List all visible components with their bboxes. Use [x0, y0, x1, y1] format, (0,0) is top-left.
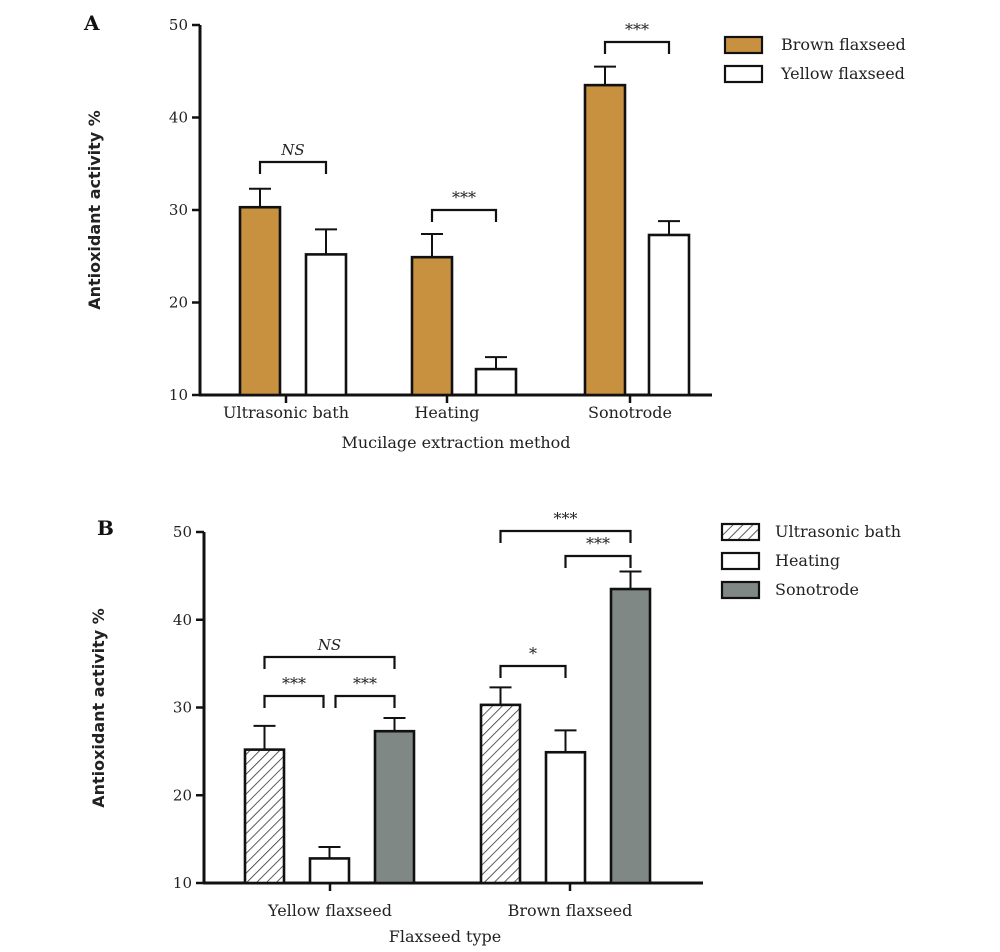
- panel-b-bar: [609, 587, 652, 885]
- panel-b-legend-label: Heating: [775, 551, 840, 570]
- panel-b-y-axis-title: Antioxidant activity %: [89, 608, 108, 808]
- panel-a-y-axis-title: Antioxidant activity %: [85, 110, 104, 310]
- panel-b-significance-label: ***: [282, 674, 306, 693]
- panel-a-legend-label: Brown flaxseed: [781, 35, 906, 54]
- panel-a-y-tick-label: 10: [169, 386, 188, 404]
- panel-b-y-tick-label: 40: [173, 611, 192, 629]
- panel-b-significance-label: ***: [554, 509, 578, 528]
- panel-b-significance-label: *: [529, 644, 537, 663]
- panel-b-significance-label: NS: [317, 636, 341, 654]
- panel-b-significance-bracket: [263, 655, 396, 669]
- panel-a-bar: [583, 83, 627, 397]
- panel-b-significance-label: ***: [353, 674, 377, 693]
- panel-b-bar: [479, 703, 522, 885]
- panel-b-bar: [373, 729, 416, 885]
- panel-a-marks: 10 20 30 40 50 Ultrasonic bath Heating Sonotrod…: [169, 16, 906, 422]
- panel-a-legend-label: Yellow flaxseed: [780, 64, 905, 83]
- panel-a-significance-label: ***: [625, 20, 649, 39]
- panel-b-marks: 10 20 30 40 50 Yellow flaxseed Brown flaxseed U…: [173, 509, 901, 920]
- panel-b-y-tick-label: 30: [173, 699, 192, 717]
- panel-a-bar: [238, 205, 282, 397]
- panel-label-a: A: [83, 11, 100, 35]
- panel-b-significance-label: ***: [586, 534, 610, 553]
- panel-b-x-axis-title: Flaxseed type: [389, 927, 501, 946]
- panel-label-b: B: [97, 516, 114, 540]
- panel-b-significance-bracket: [564, 554, 632, 568]
- panel-a-significance-bracket: [258, 160, 328, 174]
- panel-a-y-tick-label: 20: [169, 294, 188, 312]
- panel-b-significance-bracket: [499, 664, 567, 678]
- panel-a-significance-bracket: [603, 40, 671, 54]
- panel-a-legend-swatch: [723, 35, 764, 55]
- panel-a-y-tick-label: 40: [169, 109, 188, 127]
- panel-a-x-axis-title: Mucilage extraction method: [341, 433, 570, 452]
- panel-b-significance-bracket: [263, 694, 325, 708]
- panel-b-significance-bracket: [334, 694, 396, 708]
- panel-a-bar: [410, 255, 454, 397]
- panel-b-bar: [544, 750, 587, 885]
- panel-a-significance-label: ***: [452, 188, 476, 207]
- panel-b-x-tick-label: Brown flaxseed: [508, 901, 633, 920]
- panel-b-significance-bracket: [499, 529, 632, 543]
- panel-b: B Antioxidant activity % Flaxseed type 1…: [89, 509, 901, 946]
- panel-b-legend-swatch: [720, 522, 761, 542]
- panel-a-y-tick-label: 50: [169, 16, 188, 34]
- panel-a-y-tick-label: 30: [169, 201, 188, 219]
- panel-a-x-tick-label: Ultrasonic bath: [223, 403, 349, 422]
- panel-a-bar: [474, 367, 518, 397]
- panel-a-bar: [304, 253, 348, 397]
- panel-a-x-tick-label: Heating: [414, 403, 479, 422]
- panel-b-bar: [243, 748, 286, 885]
- panel-b-y-tick-label: 10: [173, 874, 192, 892]
- panel-a-x-tick-label: Sonotrode: [588, 403, 672, 422]
- panel-b-legend-label: Ultrasonic bath: [775, 522, 901, 541]
- panel-a-legend-swatch: [723, 64, 764, 84]
- panel-a: A Antioxidant activity % Mucilage extrac…: [83, 11, 906, 452]
- panel-b-legend-label: Sonotrode: [775, 580, 859, 599]
- panel-a-significance-label: NS: [280, 141, 304, 159]
- panel-b-y-tick-label: 50: [173, 523, 192, 541]
- panel-a-significance-bracket: [430, 208, 498, 222]
- panel-a-bar: [647, 233, 691, 397]
- panel-b-legend-swatch: [720, 580, 761, 600]
- panel-b-legend-swatch: [720, 551, 761, 571]
- panel-b-y-tick-label: 20: [173, 786, 192, 804]
- panel-b-bar: [308, 857, 351, 885]
- panel-b-x-tick-label: Yellow flaxseed: [267, 901, 392, 920]
